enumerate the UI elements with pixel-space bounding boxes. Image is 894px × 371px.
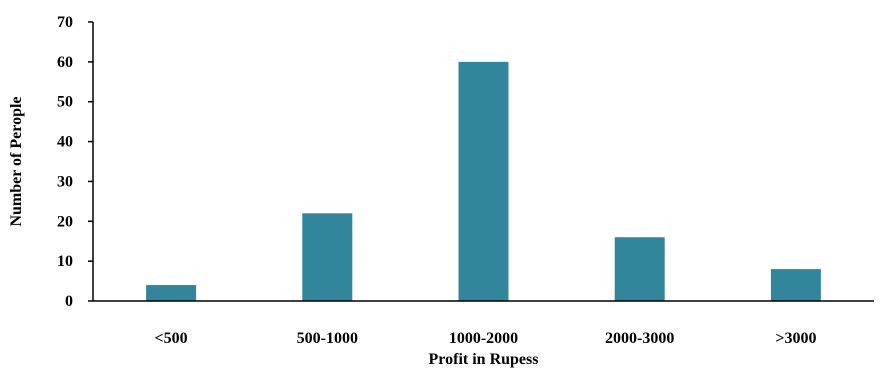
- x-tick-label: 1000-2000: [449, 330, 518, 347]
- x-tick-label: <500: [155, 330, 188, 347]
- y-tick-label: 20: [57, 213, 73, 230]
- y-tick-label: 10: [57, 253, 73, 270]
- y-tick-label: 40: [57, 134, 73, 151]
- y-axis-title: Number of Perople: [8, 96, 25, 226]
- y-tick-label: 70: [57, 14, 73, 31]
- y-axis-ticks: 0 10 20 30 40 50 60 70: [57, 14, 93, 310]
- y-tick-label: 0: [65, 293, 73, 310]
- x-tick-label: 2000-3000: [605, 330, 674, 347]
- x-tick-label: >3000: [775, 330, 816, 347]
- bar: [302, 213, 353, 301]
- bar: [146, 285, 197, 301]
- y-tick-label: 30: [57, 173, 73, 190]
- bar: [770, 269, 821, 301]
- bar: [458, 61, 509, 301]
- bars: [146, 61, 821, 301]
- x-axis-title: Profit in Rupess: [429, 351, 539, 368]
- x-tick-label: 500-1000: [297, 330, 358, 347]
- x-axis-ticks: <500 500-1000 1000-2000 2000-3000 >3000: [155, 330, 817, 347]
- y-tick-label: 60: [57, 54, 73, 71]
- y-tick-label: 50: [57, 94, 73, 111]
- bar: [614, 237, 665, 301]
